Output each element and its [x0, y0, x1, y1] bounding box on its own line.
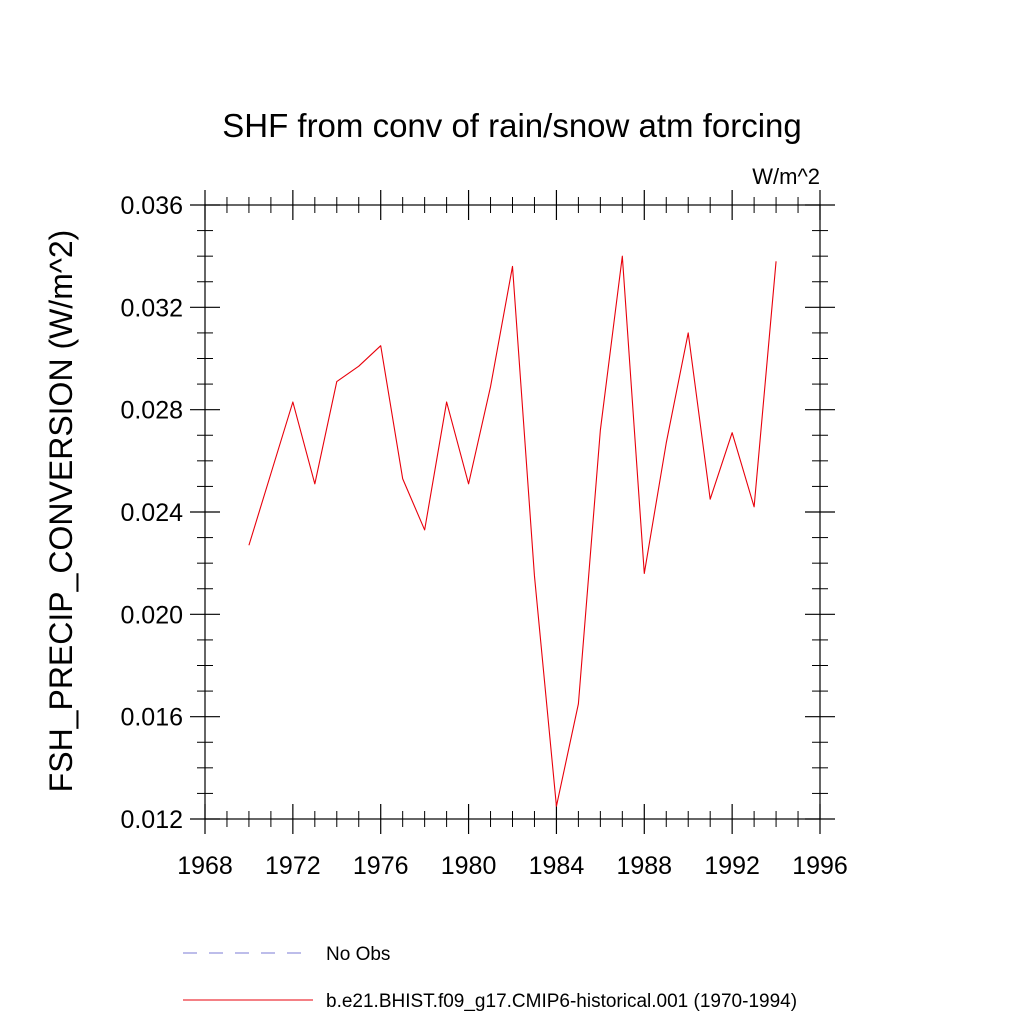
y-axis-label: FSH_PRECIP_CONVERSION (W/m^2) — [43, 230, 79, 793]
series — [248, 255, 777, 807]
y-tick-label: 0.036 — [120, 192, 183, 220]
x-tick-label: 1984 — [529, 852, 585, 880]
x-tick-label: 1972 — [265, 852, 321, 880]
y-tick-label: 0.028 — [120, 397, 183, 425]
x-tick-label: 1976 — [353, 852, 409, 880]
y-tick-label: 0.016 — [120, 704, 183, 732]
x-tick-label: 1988 — [616, 852, 672, 880]
y-tick-label: 0.032 — [120, 294, 183, 322]
y-tick-label: 0.012 — [120, 806, 183, 834]
legend: No Obs b.e21.BHIST.f09_g17.CMIP6-historic… — [183, 944, 797, 1012]
x-tick-label: 1968 — [177, 852, 233, 880]
units-label: W/m^2 — [752, 164, 820, 189]
plot-frame — [204, 204, 821, 820]
x-tick-label: 1996 — [792, 852, 848, 880]
axis-ticks — [190, 190, 835, 834]
x-tick-label: 1980 — [441, 852, 497, 880]
y-tick-label: 0.020 — [120, 601, 183, 629]
axis-tick-labels: 1968 1972 1976 1980 1984 1988 1992 1996 0.012 0.0… — [120, 192, 847, 880]
legend-label: No Obs — [326, 944, 390, 965]
series-line — [248, 255, 777, 807]
x-tick-label: 1992 — [704, 852, 760, 880]
legend-label: b.e21.BHIST.f09_g17.CMIP6-historical.001… — [326, 991, 797, 1012]
chart-title: SHF from conv of rain/snow atm forcing — [222, 107, 802, 144]
y-tick-label: 0.024 — [120, 499, 183, 527]
